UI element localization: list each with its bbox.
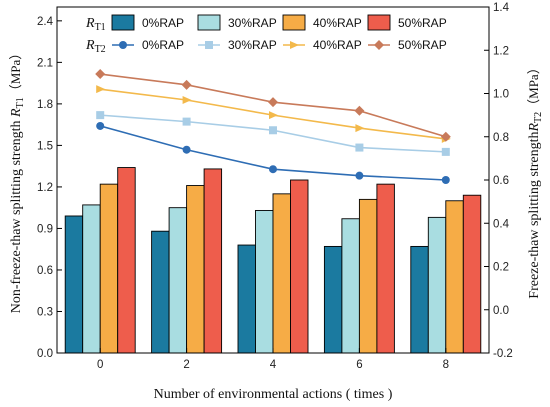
line-marker (182, 145, 191, 154)
legend-bar-swatch (282, 14, 306, 31)
ticks-layer: 0.0 0.3 0.6 0.9 1.2 1.5 1.8 2.1 2.4 -0.2 0.0 0.2 0.4… (37, 2, 513, 371)
legend-row-label: RT2 (85, 38, 106, 55)
y-axis-right-title: Freeze-thaw splitting strengthRT2（MPa） (526, 61, 544, 298)
line-marker (182, 117, 191, 126)
line-marker (290, 41, 299, 49)
line-marker (355, 171, 364, 180)
y-right-tick-label: 0.2 (493, 262, 509, 274)
y-left-tick-label: 1.8 (37, 99, 53, 111)
x-axis-title: Number of environmental actions ( times … (154, 387, 393, 402)
x-tick-label: 6 (356, 359, 362, 371)
bar (237, 244, 256, 354)
bar (117, 167, 136, 354)
line-marker (119, 41, 127, 49)
y-left-tick-label: 1.5 (37, 140, 53, 152)
line-marker (354, 105, 365, 116)
y-left-tick-label: 2.4 (37, 16, 54, 28)
bar (427, 216, 447, 354)
y-right-tick-label: 0.8 (493, 132, 509, 144)
legend-line-label: 30%RAP (228, 38, 277, 52)
bar (203, 168, 223, 354)
line-marker (269, 126, 277, 135)
legend-line-label: 40%RAP (313, 38, 362, 52)
bar (445, 200, 464, 354)
bars-layer (64, 167, 482, 354)
legend-bar-label: 40%RAP (313, 16, 362, 30)
y-right-tick-label: -0.2 (493, 348, 513, 360)
y-left-tick-label: 1.2 (37, 182, 53, 194)
line-marker (269, 111, 278, 120)
bar (376, 183, 395, 354)
legend: RT1 RT2 0%RAP 30%RAP 40%RAP 50%RAP 0%RAP 30%RAP… (85, 14, 447, 55)
legend-line-label: 50%RAP (398, 38, 447, 52)
legend-bar-swatch (111, 14, 135, 31)
y-right-tick-label: 0.4 (493, 218, 510, 230)
bar (358, 198, 378, 354)
line-marker (96, 121, 105, 130)
legend-bar-label: 30%RAP (228, 16, 277, 30)
x-tick-label: 0 (97, 359, 103, 371)
bar (341, 218, 360, 354)
line-marker (355, 124, 365, 133)
legend-bar-swatch (197, 14, 221, 31)
bar (82, 204, 101, 354)
x-tick-label: 8 (443, 359, 449, 371)
bar (151, 230, 170, 354)
line-marker (95, 69, 106, 80)
line-marker (181, 79, 192, 90)
line-marker (374, 40, 384, 50)
line-marker (440, 131, 451, 142)
y-left-tick-label: 0.9 (37, 223, 53, 235)
bar (290, 179, 309, 354)
bar (272, 193, 291, 354)
bar (64, 215, 84, 354)
line-marker (441, 176, 450, 184)
y-right-tick-label: 1.0 (493, 89, 509, 101)
x-tick-label: 2 (183, 359, 189, 371)
legend-bar-label: 50%RAP (398, 16, 447, 30)
lines-layer (95, 69, 451, 184)
y-left-tick-label: 0.0 (37, 348, 53, 360)
bar (99, 183, 119, 354)
legend-bar-label: 0%RAP (142, 16, 184, 30)
legend-row-label: RT1 (85, 16, 106, 33)
y-left-tick-label: 2.1 (37, 57, 53, 69)
line-marker (441, 147, 450, 156)
line-marker (268, 97, 278, 108)
y-right-tick-label: 0.0 (493, 305, 509, 317)
x-tick-label: 4 (270, 359, 277, 371)
line-marker (182, 95, 192, 104)
bar (255, 209, 274, 354)
line-marker (96, 85, 106, 94)
bar (462, 194, 482, 354)
line-marker (96, 111, 105, 120)
legend-bar-swatch (367, 14, 391, 31)
y-right-tick-label: 0.6 (493, 175, 509, 187)
line-marker (205, 41, 213, 49)
bar (186, 185, 205, 354)
bar (168, 207, 188, 354)
bar (323, 245, 343, 354)
y-right-tick-label: 1.4 (493, 2, 510, 14)
bar (410, 245, 429, 354)
y-axis-left-title: Non-freeze-thaw splitting strength RT1（M… (8, 47, 26, 314)
y-right-tick-label: 1.2 (493, 45, 509, 57)
line-marker (355, 143, 364, 152)
y-left-tick-label: 0.6 (37, 265, 53, 277)
legend-line-label: 0%RAP (142, 38, 184, 52)
line-marker (269, 165, 277, 174)
y-left-tick-label: 0.3 (37, 306, 53, 318)
